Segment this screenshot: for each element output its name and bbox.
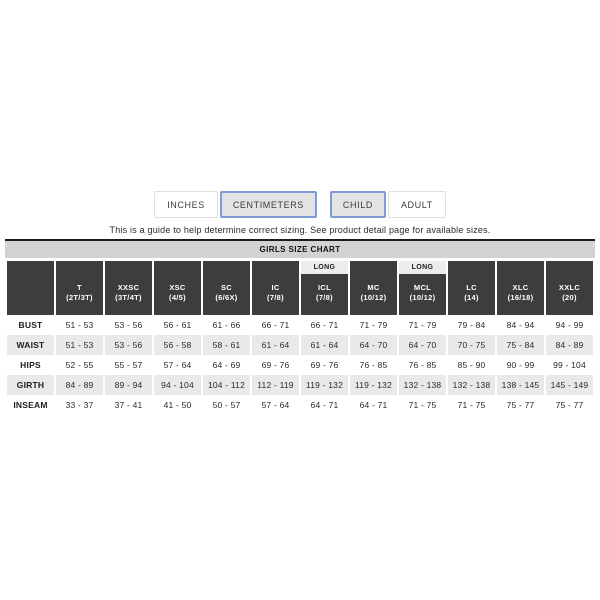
size-value-cell: 51 - 53 <box>56 315 103 335</box>
size-value-cell: 64 - 69 <box>203 355 250 375</box>
centimeters-button[interactable]: CENTIMETERS <box>219 191 317 218</box>
size-value-cell: 104 - 112 <box>203 375 250 395</box>
row-label: BUST <box>7 315 54 335</box>
column-header-mcl: LONG MCL (10/12) <box>399 261 446 315</box>
column-header-xlc: XLC (16/18) <box>497 261 544 315</box>
size-value-cell: 69 - 76 <box>301 355 348 375</box>
size-value-cell: 89 - 94 <box>105 375 152 395</box>
size-value-cell: 84 - 89 <box>546 335 593 355</box>
column-header-xxsc: XXSC (3T/4T) <box>105 261 152 315</box>
table-title: GIRLS SIZE CHART <box>5 239 595 258</box>
column-header-mc: MC (10/12) <box>350 261 397 315</box>
size-value-cell: 71 - 79 <box>350 315 397 335</box>
size-value-cell: 52 - 55 <box>56 355 103 375</box>
size-value-cell: 99 - 104 <box>546 355 593 375</box>
column-header-sc: SC (6/6X) <box>203 261 250 315</box>
unit-toggle-group: INCHES CENTIMETERS <box>154 191 317 218</box>
size-value-cell: 33 - 37 <box>56 395 103 415</box>
size-value-cell: 57 - 64 <box>154 355 201 375</box>
size-value-cell: 51 - 53 <box>56 335 103 355</box>
table-row-girth: GIRTH 84 - 89 89 - 94 94 - 104 104 - 112 112 … <box>7 375 593 395</box>
sizing-note: This is a guide to help determine correc… <box>109 225 491 235</box>
size-value-cell: 84 - 94 <box>497 315 544 335</box>
table-row-bust: BUST 51 - 53 53 - 56 56 - 61 61 - 66 66 - 71 6… <box>7 315 593 335</box>
long-badge: LONG <box>301 261 348 274</box>
size-value-cell: 64 - 70 <box>399 335 446 355</box>
column-header-t: T (2T/3T) <box>56 261 103 315</box>
inches-button[interactable]: INCHES <box>154 191 218 218</box>
size-value-cell: 75 - 77 <box>546 395 593 415</box>
size-chart-container: GIRLS SIZE CHART T (2T/3T) XXSC (3T/4T) XSC(… <box>5 239 595 415</box>
size-value-cell: 145 - 149 <box>546 375 593 395</box>
size-value-cell: 37 - 41 <box>105 395 152 415</box>
size-value-cell: 69 - 76 <box>252 355 299 375</box>
size-value-cell: 56 - 58 <box>154 335 201 355</box>
column-header-lc: LC (14) <box>448 261 495 315</box>
size-value-cell: 55 - 57 <box>105 355 152 375</box>
child-button[interactable]: CHILD <box>329 191 386 218</box>
column-header-xxlc: XXLC (20) <box>546 261 593 315</box>
chart-controls: INCHES CENTIMETERS CHILD ADULT <box>0 191 600 218</box>
size-value-cell: 64 - 71 <box>301 395 348 415</box>
size-value-cell: 50 - 57 <box>203 395 250 415</box>
size-value-cell: 71 - 75 <box>448 395 495 415</box>
size-value-cell: 66 - 71 <box>252 315 299 335</box>
size-value-cell: 57 - 64 <box>252 395 299 415</box>
size-value-cell: 41 - 50 <box>154 395 201 415</box>
column-header-ic: IC (7/8) <box>252 261 299 315</box>
size-value-cell: 58 - 61 <box>203 335 250 355</box>
size-value-cell: 64 - 70 <box>350 335 397 355</box>
column-header-xsc: XSC (4/5) <box>154 261 201 315</box>
size-value-cell: 61 - 64 <box>252 335 299 355</box>
size-value-cell: 75 - 84 <box>497 335 544 355</box>
long-badge: LONG <box>399 261 446 274</box>
size-value-cell: 64 - 71 <box>350 395 397 415</box>
size-value-cell: 61 - 66 <box>203 315 250 335</box>
size-value-cell: 70 - 75 <box>448 335 495 355</box>
size-value-cell: 76 - 85 <box>399 355 446 375</box>
row-label: WAIST <box>7 335 54 355</box>
adult-button[interactable]: ADULT <box>387 191 446 218</box>
size-value-cell: 53 - 56 <box>105 335 152 355</box>
size-value-cell: 79 - 84 <box>448 315 495 335</box>
size-value-cell: 56 - 61 <box>154 315 201 335</box>
row-label: HIPS <box>7 355 54 375</box>
size-value-cell: 132 - 138 <box>399 375 446 395</box>
size-value-cell: 119 - 132 <box>301 375 348 395</box>
size-value-cell: 76 - 85 <box>350 355 397 375</box>
size-value-cell: 94 - 104 <box>154 375 201 395</box>
size-value-cell: 66 - 71 <box>301 315 348 335</box>
size-value-cell: 71 - 75 <box>399 395 446 415</box>
table-header: T (2T/3T) XXSC (3T/4T) XSC (4/5) SC (6/6X) IC (7/… <box>7 261 593 315</box>
size-value-cell: 112 - 119 <box>252 375 299 395</box>
row-label: GIRTH <box>7 375 54 395</box>
size-value-cell: 53 - 56 <box>105 315 152 335</box>
column-header-icl: LONG ICL (7/8) <box>301 261 348 315</box>
size-value-cell: 84 - 89 <box>56 375 103 395</box>
age-toggle-group: CHILD ADULT <box>329 191 446 218</box>
row-label: INSEAM <box>7 395 54 415</box>
size-value-cell: 132 - 138 <box>448 375 495 395</box>
size-value-cell: 61 - 64 <box>301 335 348 355</box>
table-row-hips: HIPS 52 - 55 55 - 57 57 - 64 64 - 69 69 - 76 6… <box>7 355 593 375</box>
size-value-cell: 138 - 145 <box>497 375 544 395</box>
size-value-cell: 71 - 79 <box>399 315 446 335</box>
girls-size-chart-table: T (2T/3T) XXSC (3T/4T) XSC (4/5) SC (6/6X) IC (7/… <box>5 261 595 415</box>
size-value-cell: 119 - 132 <box>350 375 397 395</box>
size-value-cell: 75 - 77 <box>497 395 544 415</box>
table-row-inseam: INSEAM 33 - 37 37 - 41 41 - 50 50 - 57 57 - 6… <box>7 395 593 415</box>
size-value-cell: 94 - 99 <box>546 315 593 335</box>
table-row-waist: WAIST 51 - 53 53 - 56 56 - 58 58 - 61 61 - 64… <box>7 335 593 355</box>
header-corner-cell <box>7 261 54 315</box>
size-value-cell: 85 - 90 <box>448 355 495 375</box>
size-value-cell: 90 - 99 <box>497 355 544 375</box>
